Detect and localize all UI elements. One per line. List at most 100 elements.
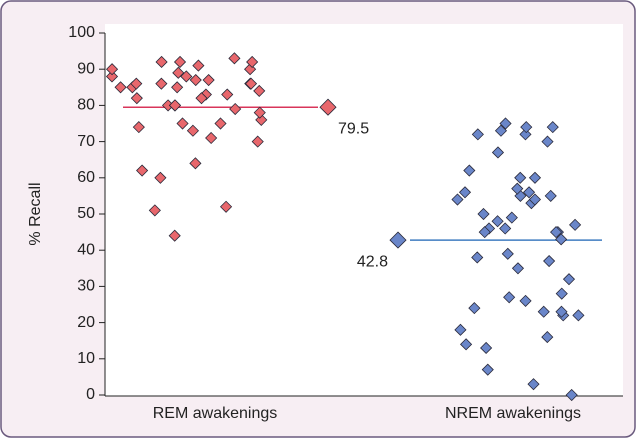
data-point [546,121,559,134]
data-point [228,52,241,65]
data-point [253,84,266,97]
data-point [454,323,467,336]
data-point [105,63,119,76]
data-point [478,226,491,239]
data-point [511,262,525,275]
data-point [114,81,127,94]
y-tick-label: 60 [77,169,95,186]
x-tick-label: REM awakenings [153,405,278,422]
data-point [219,200,233,213]
data-point [253,106,266,119]
data-point [477,207,490,221]
data-point [171,81,184,94]
data-point [503,291,516,304]
data-point [543,254,556,268]
data-point [202,73,215,87]
data-point [192,59,205,72]
y-axis-label: % Recall [27,182,44,245]
y-tick-label: 90 [77,60,95,77]
data-point [520,121,533,134]
data-point [132,121,145,134]
data-point [189,73,202,87]
data-point [522,186,536,199]
y-tick-label: 80 [77,97,95,114]
data-point [505,211,518,224]
data-point [251,135,264,148]
mean-marker [319,98,337,116]
data-point [180,70,193,83]
data-point [155,55,168,69]
data-point [519,128,532,141]
data-point [499,117,512,130]
data-point [463,164,476,177]
data-point [154,171,167,184]
data-point [541,135,554,148]
data-point [244,77,258,90]
y-tick-label: 30 [77,278,95,295]
data-point [491,146,505,159]
data-point [186,124,200,137]
data-point [480,341,493,355]
data-point [550,226,563,239]
data-point [528,171,542,184]
y-tick-label: 0 [86,386,95,403]
y-tick-label: 20 [77,314,95,331]
data-point [511,182,524,195]
data-point [528,193,542,206]
data-point [244,63,257,76]
data-point [565,388,578,402]
data-point [537,305,550,318]
data-point [481,363,494,376]
data-point [255,113,268,126]
data-point [491,215,504,228]
data-point [229,102,242,116]
data-point [555,233,568,246]
data-point [130,92,143,105]
y-tick-label: 70 [77,133,95,150]
mean-label: 42.8 [357,253,388,270]
y-tick-label: 100 [68,24,95,41]
data-point [173,55,187,69]
mean-marker [389,231,407,249]
data-point [148,204,161,217]
data-point [555,287,568,300]
y-tick-label: 40 [77,241,95,258]
data-point [562,273,576,286]
data-point [468,302,481,315]
data-point [136,164,149,177]
data-point [555,305,568,318]
data-point [499,222,512,235]
mean-label: 79.5 [338,120,369,137]
data-point [205,131,218,145]
data-point [176,117,189,130]
data-point [458,186,472,199]
data-point [451,193,464,206]
data-point [189,157,202,170]
y-tick-label: 10 [77,350,95,367]
data-point [168,229,181,242]
x-tick-label: NREM awakenings [445,405,581,422]
y-tick-label: 50 [77,205,95,222]
data-point [471,251,484,264]
data-point [572,309,585,322]
data-point [195,92,208,105]
data-point [519,294,532,307]
data-point [246,55,259,69]
data-point [541,331,554,344]
data-point [527,378,540,391]
data-point [544,189,557,202]
data-point [471,128,484,141]
plot-area [105,24,623,396]
data-point [569,218,582,231]
data-point [501,247,514,260]
data-point [494,124,508,137]
data-point [221,88,234,101]
data-point [105,70,119,83]
data-point [168,99,182,112]
data-point [155,77,168,90]
data-point [514,171,527,184]
data-point [214,117,227,130]
data-point [172,66,185,79]
data-point [459,338,473,351]
